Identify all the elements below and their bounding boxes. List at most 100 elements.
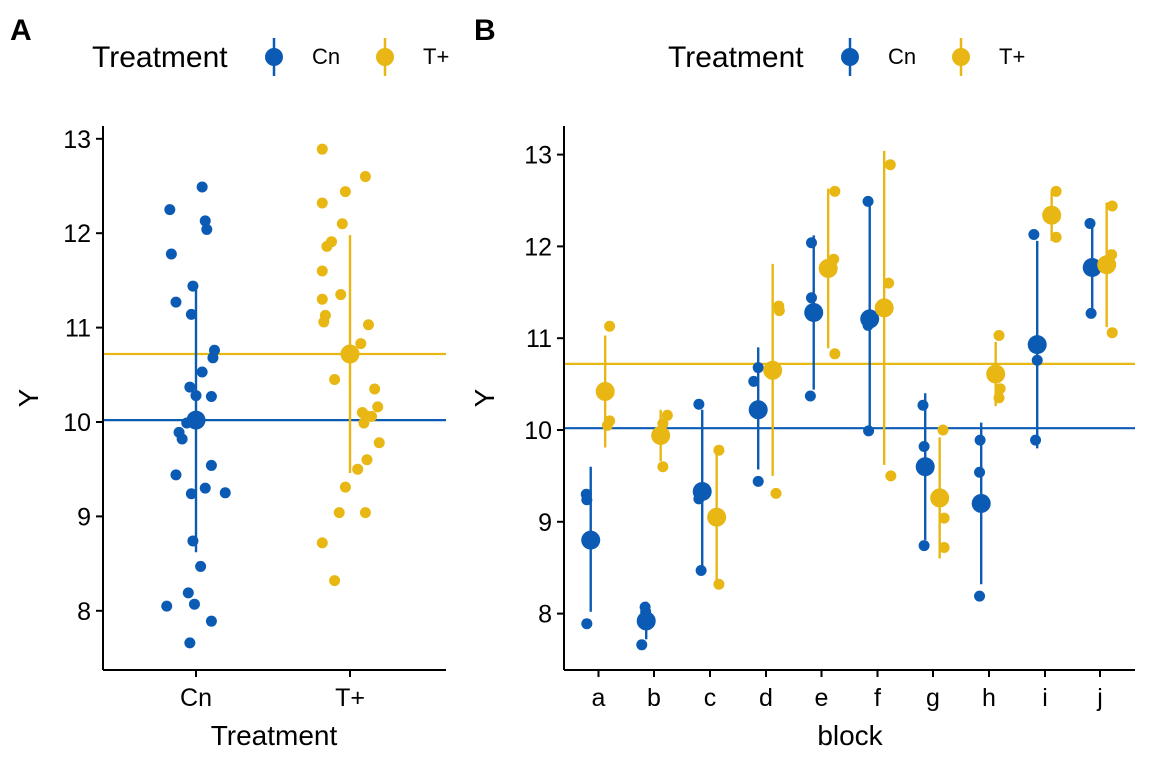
x-tick-label: j <box>1096 684 1103 712</box>
data-point-cn-29 <box>1085 307 1097 319</box>
data-point-cn-19 <box>199 482 211 494</box>
panel-b-x-ticks: a b c d e f g h i j <box>592 670 1103 712</box>
x-tick-label: d <box>759 684 773 712</box>
mean-point-tplus-a <box>595 381 615 401</box>
y-tick-label: 13 <box>63 126 91 154</box>
data-point-cn-9 <box>207 352 219 364</box>
panel-b-legend-title: Treatment <box>668 41 804 74</box>
y-tick-label: 9 <box>77 503 91 531</box>
panel-a-x-ticks: Cn T+ <box>180 670 365 712</box>
y-tick-label: 11 <box>65 315 91 343</box>
data-point-tplus-13 <box>355 338 367 350</box>
data-point-cn-13 <box>205 391 217 403</box>
mean-point-cn-d <box>748 400 768 420</box>
panel-a-means <box>186 344 360 430</box>
data-point-tplus-11 <box>318 316 330 328</box>
data-point-tplus-21 <box>373 437 385 449</box>
panel-a-plot: 8 9 10 11 12 13 Cn T+ <box>63 126 446 712</box>
data-point-cn-25 <box>161 600 173 612</box>
panel-a-legend-label-cn: Cn <box>312 44 340 69</box>
panel-b-plot: 8 9 10 11 12 13 a b c d e f g h i j <box>524 126 1135 712</box>
data-point-tplus-2 <box>339 186 351 198</box>
data-point-cn-27 <box>205 615 217 627</box>
data-point-cn-21 <box>219 487 231 499</box>
data-point-tplus-3 <box>661 409 673 421</box>
data-point-tplus-11 <box>770 487 782 499</box>
mean-point-tplus-f <box>874 298 894 318</box>
data-point-tplus-22 <box>361 454 373 466</box>
panel-a-y-ticks: 8 9 10 11 12 13 <box>63 126 103 626</box>
data-point-cn-15 <box>862 195 874 207</box>
data-point-cn-28 <box>184 637 196 649</box>
data-point-cn-22 <box>187 535 199 547</box>
mean-point-tplus-h <box>986 364 1006 384</box>
panel-a-error-bars <box>194 235 352 553</box>
x-tick-label: e <box>815 684 829 712</box>
data-point-cn-24 <box>182 587 194 599</box>
x-tick-label: g <box>926 684 940 712</box>
data-point-cn-10 <box>196 366 208 378</box>
data-point-tplus-20 <box>938 542 950 554</box>
data-point-cn-5 <box>636 639 648 651</box>
mean-point-cn-f <box>860 309 880 329</box>
mean-point-tplus-b <box>651 426 671 446</box>
data-point-tplus-4 <box>336 218 348 230</box>
panel-b-error-bars <box>589 150 1108 640</box>
data-point-cn-3 <box>201 223 213 235</box>
data-point-tplus-7 <box>316 265 328 277</box>
data-point-cn-11 <box>184 381 196 393</box>
data-point-tplus-26 <box>359 507 371 519</box>
data-point-tplus-17 <box>885 470 897 482</box>
x-tick-label: f <box>874 684 881 712</box>
data-point-cn-17 <box>205 459 217 471</box>
x-tick-label: Cn <box>180 684 212 712</box>
panel-b-legend-label-cn: Cn <box>888 44 916 69</box>
data-point-tplus-19 <box>366 410 378 422</box>
data-point-tplus-3 <box>316 197 328 209</box>
panel-a-tag: A <box>10 14 32 47</box>
data-point-cn-16 <box>176 433 188 445</box>
data-point-cn-18 <box>170 469 182 481</box>
data-point-cn-12 <box>190 390 202 402</box>
x-tick-label: b <box>647 684 661 712</box>
y-tick-label: 13 <box>524 142 552 170</box>
data-point-tplus-19 <box>938 512 950 524</box>
data-point-tplus-14 <box>829 348 841 360</box>
data-point-cn-17 <box>863 425 875 437</box>
data-point-cn-21 <box>974 434 986 446</box>
x-tick-label: T+ <box>335 684 365 712</box>
panel-a-legend-key-tplus <box>376 38 394 76</box>
data-point-cn-6 <box>170 296 182 308</box>
data-point-cn-26 <box>188 598 200 610</box>
y-tick-label: 12 <box>524 233 552 261</box>
panel-b-legend-key-cn <box>841 38 859 76</box>
data-point-cn-11 <box>752 475 764 487</box>
panel-a-legend-title: Treatment <box>92 41 228 74</box>
data-point-cn-4 <box>165 248 177 260</box>
data-point-tplus-22 <box>994 383 1006 395</box>
panel-b-y-ticks: 8 9 10 11 12 13 <box>524 142 564 629</box>
data-point-cn-9 <box>748 375 760 387</box>
mean-point-cn-e <box>804 302 824 322</box>
y-tick-label: 8 <box>77 598 91 626</box>
data-point-cn-20 <box>185 488 197 500</box>
panel-a-legend-key-cn <box>265 38 283 76</box>
data-point-tplus-1 <box>359 171 371 183</box>
mean-point-cn-b <box>636 611 656 631</box>
y-tick-label: 12 <box>63 220 91 248</box>
mean-point-cn-j <box>1082 258 1102 278</box>
mean-point-tplus-c <box>707 507 727 527</box>
data-point-cn-26 <box>1030 434 1042 446</box>
y-tick-label: 9 <box>538 509 552 537</box>
data-point-tplus-12 <box>362 319 374 331</box>
data-point-tplus-10 <box>773 305 785 317</box>
y-tick-label: 8 <box>538 601 552 629</box>
data-point-tplus-0 <box>316 143 328 155</box>
data-point-tplus-23 <box>352 463 364 475</box>
data-point-tplus-23 <box>993 392 1005 404</box>
data-point-cn-23 <box>195 560 207 572</box>
data-point-cn-5 <box>187 280 199 292</box>
data-point-cn-10 <box>752 362 764 374</box>
mean-point-cn-a <box>581 530 601 550</box>
data-point-cn-19 <box>918 441 930 453</box>
